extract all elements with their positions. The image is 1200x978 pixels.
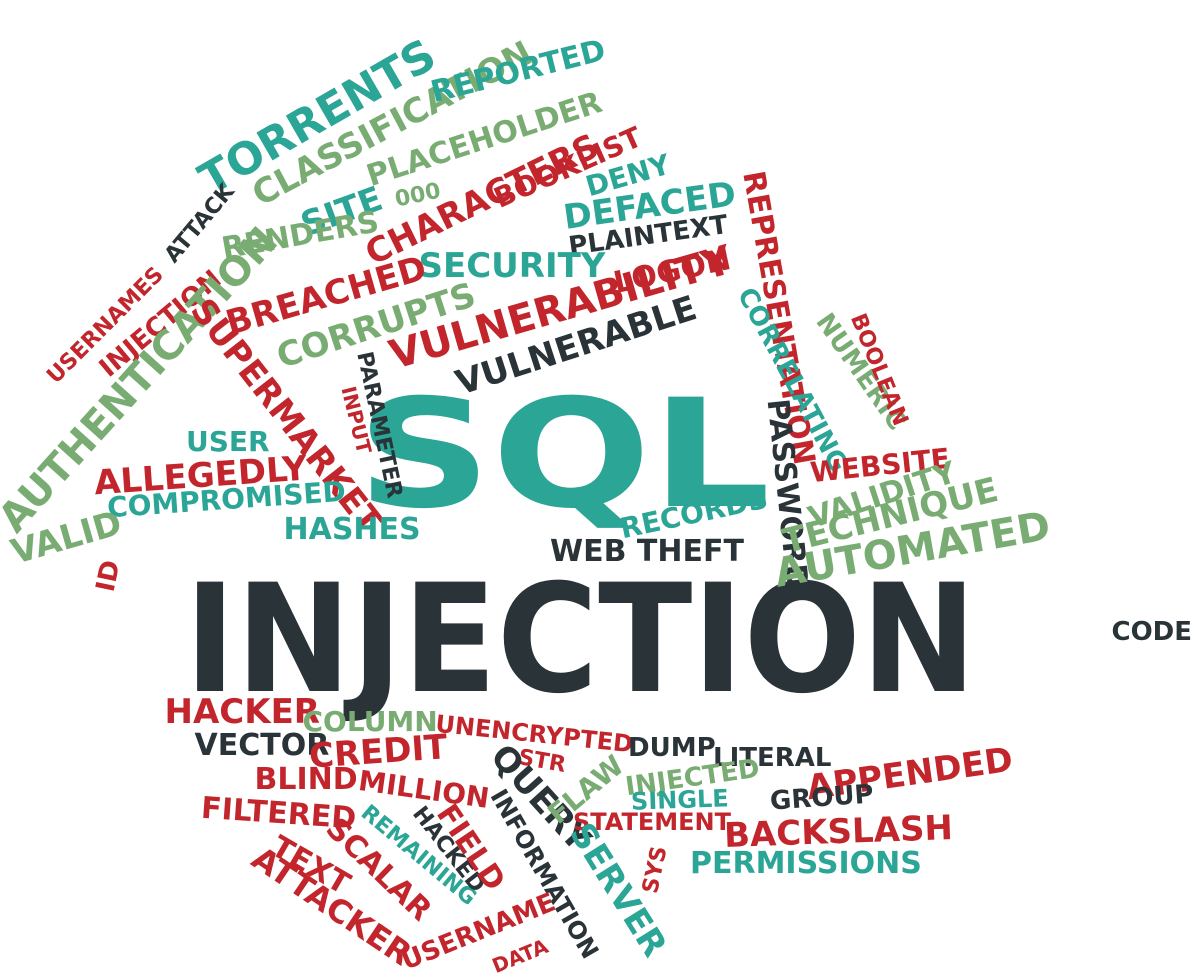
word-sql-0: SQL (356, 368, 771, 542)
word-id-43: ID (90, 557, 127, 595)
word-sys-71: SYS (638, 844, 673, 896)
word-vector-48: VECTOR (194, 728, 330, 763)
word-dump-51: DUMP (628, 733, 716, 763)
word-user-33: USER (186, 425, 270, 458)
word-security-15: SECURITY (418, 246, 606, 286)
word-statement-66: STATEMENT (573, 808, 732, 836)
word-data-75: DATA (488, 933, 552, 978)
word-literal-52: LITERAL (713, 743, 832, 773)
word-hacker-45: HACKER (164, 692, 320, 732)
word-blind-54: BLIND (254, 762, 358, 797)
word-permissions-72: PERMISSIONS (690, 846, 922, 881)
word-injection-1: INJECTION (183, 553, 976, 727)
word-group-60: GROUP (769, 779, 875, 817)
word-column-46: COLUMN (302, 705, 438, 738)
word-code-44: CODE (1111, 617, 1193, 647)
word-web-theft-42: WEB THEFT (550, 534, 744, 569)
word-hashes-37: HASHES (283, 512, 421, 547)
